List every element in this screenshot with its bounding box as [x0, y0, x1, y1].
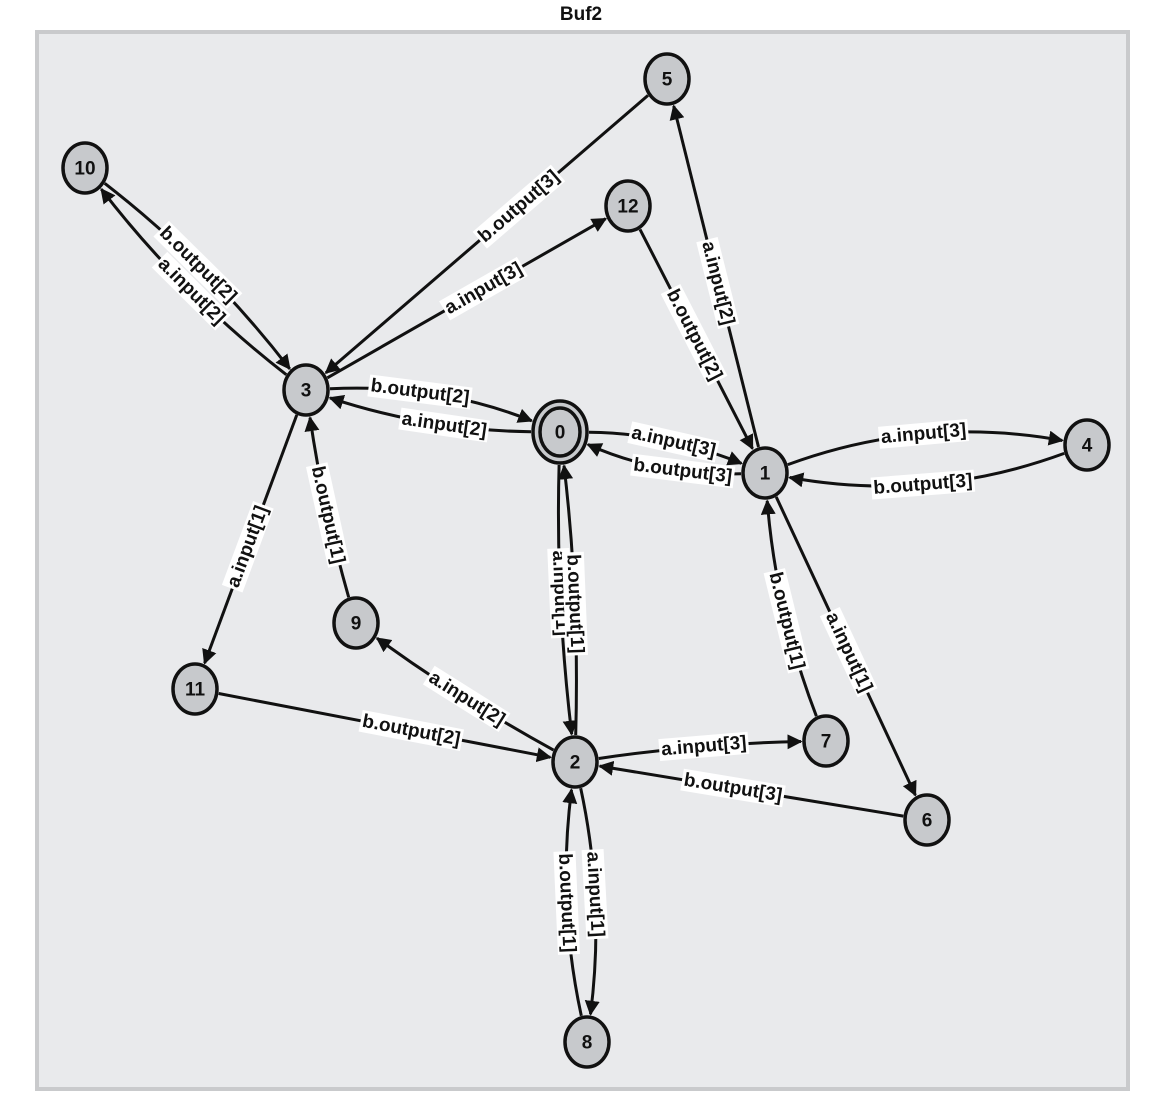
edge-label-background [819, 606, 878, 698]
state-node-label: 2 [570, 753, 581, 774]
edge-label-background [153, 220, 243, 309]
edge-label-background [660, 283, 728, 386]
state-node-label: 9 [351, 614, 362, 635]
edge-label-background [472, 164, 566, 249]
state-node-9[interactable]: 9 [332, 596, 380, 650]
edge-label-background [553, 850, 580, 955]
state-node-12[interactable]: 12 [604, 179, 652, 233]
edge-label-background [305, 462, 350, 568]
state-node-shape [903, 793, 951, 847]
state-node-shape [282, 363, 330, 417]
state-node-2[interactable]: 2 [551, 735, 599, 789]
edge-label-background [439, 256, 528, 321]
diagram-title: Buf2 [559, 4, 603, 25]
state-node-11[interactable]: 11 [171, 662, 219, 716]
edge-label-background [358, 709, 465, 752]
state-node-shape [551, 735, 599, 789]
state-node-shape [802, 714, 850, 768]
edge-label-group: b.output[1] [561, 551, 588, 656]
state-node-4[interactable]: 4 [1063, 418, 1111, 472]
state-node-shape [741, 446, 789, 500]
edge-label-background [561, 551, 588, 656]
state-node-shape [563, 1015, 611, 1069]
state-node-1[interactable]: 1 [741, 446, 789, 500]
state-node-7[interactable]: 7 [802, 714, 850, 768]
state-node-shape [332, 596, 380, 650]
edge-label-background [696, 236, 740, 330]
edge-label-background [422, 665, 511, 733]
state-node-5[interactable]: 5 [643, 52, 691, 106]
edge-label-background [398, 407, 491, 443]
state-node-shape [171, 662, 219, 716]
state-node-label: 12 [617, 197, 638, 218]
state-node-3[interactable]: 3 [282, 363, 330, 417]
edge-label-background [221, 500, 274, 593]
edge-label-background [367, 374, 473, 410]
edge-label: b.output[1] [562, 554, 587, 654]
state-node-shape [604, 179, 652, 233]
state-node-label: 6 [922, 811, 933, 832]
state-node-10[interactable]: 10 [61, 141, 109, 195]
edge-label: a.input[1] [582, 851, 608, 938]
state-node-label: 10 [74, 159, 95, 180]
edge-label-background [870, 469, 976, 500]
edge-label-background [658, 731, 750, 762]
edge-label-background [630, 453, 736, 489]
state-node-label: 8 [582, 1033, 593, 1054]
state-node-label: 11 [185, 680, 206, 701]
edge-label-group: b.output[1] [553, 850, 580, 955]
state-node-label: 1 [760, 464, 771, 485]
state-node-label: 0 [555, 423, 566, 444]
edge-label-background [151, 251, 231, 331]
state-node-label: 4 [1082, 436, 1093, 457]
edge-label-background [627, 421, 720, 463]
state-node-6[interactable]: 6 [903, 793, 951, 847]
state-node-shape [61, 141, 109, 195]
state-node-label: 3 [301, 381, 312, 402]
state-node-8[interactable]: 8 [563, 1015, 611, 1069]
initial-state-inner [538, 406, 582, 458]
state-node-label: 5 [662, 70, 673, 91]
state-node-shape [1063, 418, 1111, 472]
edge-label-background [581, 848, 609, 940]
edge-label-background [763, 568, 810, 674]
state-node-label: 7 [821, 732, 832, 753]
edge-label-group: a.input[1] [581, 848, 609, 940]
edge-label-background [680, 768, 786, 808]
edge-label-background [878, 419, 970, 449]
edge-label: b.output[1] [554, 853, 579, 953]
state-node-shape [643, 52, 691, 106]
state-node-0[interactable]: 0 [531, 399, 589, 465]
